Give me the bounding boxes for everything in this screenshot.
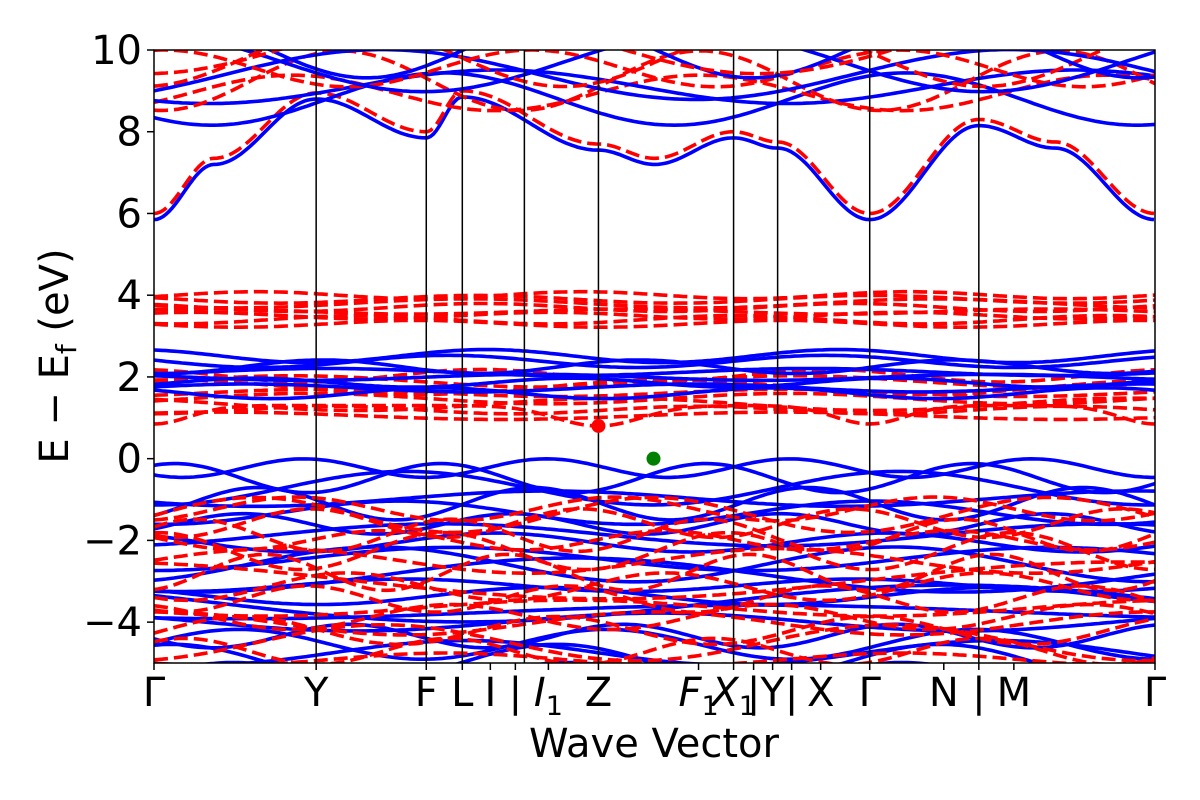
band-line-spin-down	[154, 651, 1095, 663]
band-line-spin-up	[154, 95, 1155, 222]
band-line-spin-down	[154, 301, 1155, 314]
band-line-spin-down	[154, 318, 1155, 329]
x-tick-label: M	[997, 670, 1032, 716]
band-line-spin-up	[154, 347, 1155, 365]
vbm-marker	[646, 451, 661, 466]
band-line-spin-down	[154, 378, 1155, 397]
y-axis-label-main: E − E	[32, 354, 78, 464]
x-tick-label: Y	[303, 670, 329, 716]
band-line-spin-down	[154, 293, 1155, 306]
band-line-spin-down	[154, 391, 1155, 406]
x-tick-label: |	[509, 670, 522, 716]
band-line-spin-up	[154, 386, 1155, 401]
x-tick-label: X1	[709, 670, 756, 722]
x-tick-label: Z	[585, 670, 612, 716]
band-line-spin-up	[238, 50, 1155, 94]
band-line-spin-up	[154, 366, 1155, 378]
band-line-spin-up	[154, 642, 1043, 663]
band-line-spin-up	[154, 68, 1155, 106]
y-axis-ticks: −4 −2 0 2 4 6 8 10	[83, 28, 154, 646]
y-tick-label: 8	[117, 110, 142, 156]
band-line-spin-down	[154, 50, 1155, 113]
band-line-spin-up	[154, 585, 1155, 607]
band-edge-markers	[591, 418, 661, 466]
band-line-spin-up	[154, 71, 1155, 128]
x-tick-label: N	[929, 670, 959, 716]
y-tick-label: 6	[117, 191, 142, 237]
high-symmetry-lines	[315, 50, 980, 663]
x-tick-label: I	[484, 670, 496, 716]
band-line-spin-down	[154, 598, 1155, 618]
band-lines	[154, 50, 1155, 663]
band-line-spin-down	[154, 636, 1155, 663]
y-tick-label: 0	[117, 437, 142, 483]
y-axis-label: E − Ef (eV)	[32, 248, 83, 463]
band-line-spin-down	[154, 50, 1107, 89]
band-line-spin-down	[154, 50, 898, 76]
y-axis-label-subscript: f	[50, 343, 83, 354]
x-tick-label: F	[415, 670, 438, 716]
x-tick-label: I1	[534, 670, 563, 722]
band-line-spin-down	[154, 507, 1155, 540]
x-tick-label: F1	[678, 670, 718, 722]
band-line-spin-down	[154, 584, 1155, 614]
band-line-spin-down	[154, 289, 1155, 301]
x-tick-label: Y	[759, 670, 785, 716]
band-line-spin-up	[154, 545, 1155, 573]
y-axis-label-unit: (eV)	[32, 248, 78, 344]
band-line-spin-down	[154, 571, 1155, 603]
band-line-spin-down	[154, 310, 1155, 321]
x-axis-label: Wave Vector	[529, 721, 780, 767]
band-line-spin-down	[154, 552, 1155, 593]
x-tick-label: |	[747, 670, 760, 716]
band-line-spin-down	[154, 560, 1155, 601]
y-tick-label: 4	[117, 273, 142, 319]
x-tick-label: Γ	[143, 670, 166, 716]
cbm-marker	[591, 418, 606, 433]
band-line-spin-down	[154, 297, 1155, 310]
x-tick-label: X	[807, 670, 834, 716]
band-line-spin-up	[265, 50, 1155, 80]
y-tick-label: 2	[117, 355, 142, 401]
plot-frame	[153, 49, 1156, 664]
x-tick-label: L	[451, 670, 474, 716]
band-line-spin-down	[154, 495, 1155, 535]
y-tick-label: 10	[91, 28, 142, 74]
band-line-spin-down	[154, 50, 1155, 89]
y-tick-label: −2	[83, 518, 142, 564]
band-line-spin-up	[154, 353, 1155, 370]
band-line-spin-down	[154, 623, 1155, 663]
band-line-spin-up	[154, 469, 1155, 507]
x-tick-label: Γ	[1144, 670, 1167, 716]
x-tick-label: |	[972, 670, 985, 716]
x-tick-label: Γ	[859, 670, 882, 716]
band-line-spin-up	[154, 461, 1155, 495]
x-tick-label: |	[785, 670, 798, 716]
y-tick-label: −4	[83, 600, 142, 646]
band-line-spin-down	[154, 403, 1155, 428]
band-line-spin-down	[154, 546, 1155, 575]
band-line-spin-up	[154, 522, 1155, 548]
band-line-spin-down	[154, 530, 1155, 572]
